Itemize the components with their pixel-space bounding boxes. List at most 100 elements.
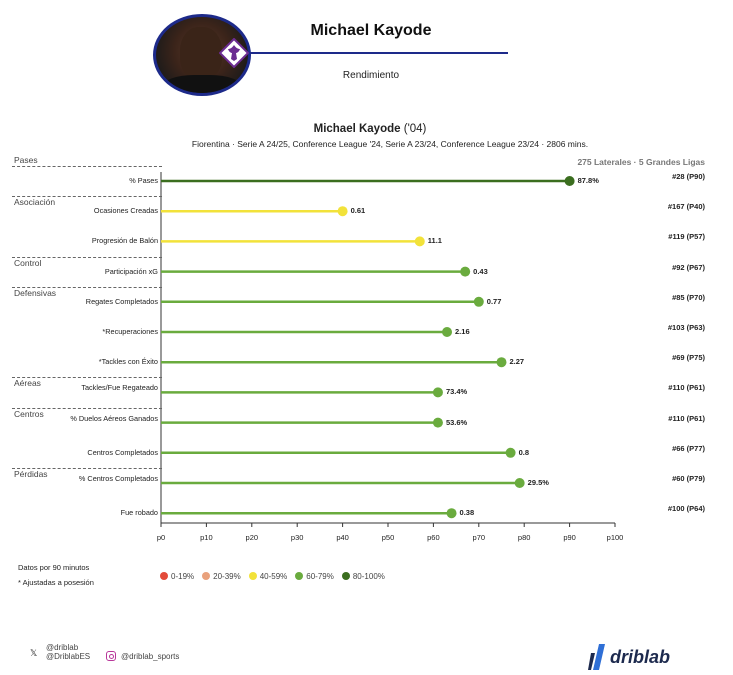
- metric-point: [432, 387, 443, 398]
- category-divider: [12, 377, 162, 379]
- metric-label: *Tackles con Éxito: [98, 357, 158, 367]
- legend-label: 20-39%: [213, 571, 241, 581]
- metric-point: [337, 206, 348, 217]
- brand-name: driblab: [610, 647, 671, 667]
- chart-legend: 0-19% 20-39% 40-59% 60-79% 80-100%: [160, 567, 393, 581]
- metric-point: [473, 296, 484, 307]
- metric-point: [505, 447, 516, 458]
- metric-rank: #167 (P40): [667, 202, 705, 212]
- category-label: Centros: [14, 408, 44, 419]
- instagram-icon[interactable]: [106, 651, 116, 661]
- x-tick-label: p90: [563, 533, 576, 542]
- category-label: Control: [14, 257, 42, 268]
- x-handle-1[interactable]: @driblab: [46, 643, 79, 652]
- metric-value: 29.5%: [527, 478, 549, 487]
- metric-point: [432, 417, 443, 428]
- legend-swatch: [248, 572, 257, 580]
- x-tick-label: p10: [200, 533, 213, 542]
- x-logo-icon[interactable]: 𝕏: [30, 648, 38, 658]
- player-name: Michael Kayode: [310, 22, 432, 39]
- x-tick-label: p50: [381, 533, 395, 542]
- legend-item: 60-79%: [295, 572, 334, 581]
- metric-point: [514, 478, 525, 488]
- metric-value: 0.77: [486, 296, 502, 306]
- metric-rank: #100 (P64): [667, 504, 705, 514]
- metric-rank: #85 (P70): [672, 292, 705, 302]
- category-divider: [12, 286, 162, 288]
- category-divider: [12, 256, 162, 258]
- metric-point: [414, 236, 425, 247]
- x-tick-label: p70: [472, 533, 486, 542]
- metric-rank: #103 (P63): [667, 323, 705, 332]
- metric-label: Centros Completados: [87, 447, 158, 457]
- metric-value: 0.61: [350, 206, 366, 216]
- category-label: Pases: [14, 155, 38, 165]
- legend-label: 60-79%: [306, 571, 334, 581]
- note-per90: Datos por 90 minutos: [18, 563, 90, 572]
- metric-label: Regates Completados: [85, 296, 158, 306]
- category-label: Pérdidas: [14, 469, 48, 479]
- chart-title-year: ('04): [403, 123, 427, 135]
- metric-value: 87.8%: [577, 176, 599, 185]
- category-divider: [12, 407, 162, 409]
- legend-label: 40-59%: [259, 571, 288, 581]
- category-label: Aéreas: [14, 378, 41, 389]
- header-divider: [250, 52, 508, 54]
- metric-value: 2.16: [455, 327, 470, 336]
- chart-svg: [160, 172, 616, 527]
- x-tick-label: p0: [156, 533, 166, 542]
- metric-point: [496, 357, 507, 368]
- metric-value: 73.4%: [445, 387, 468, 397]
- metric-rank: #28 (P90): [672, 172, 705, 181]
- fiorentina-badge-icon: [219, 38, 249, 68]
- legend-swatch: [202, 572, 211, 580]
- legend-swatch: [160, 572, 168, 580]
- metric-rank: #110 (P61): [668, 383, 705, 393]
- legend-label: 80-100%: [352, 571, 385, 581]
- chart-title: Michael Kayode ('04): [180, 123, 560, 135]
- legend-item: 20-39%: [202, 572, 241, 581]
- category-divider: [12, 166, 162, 167]
- page-subtitle: Rendimiento: [342, 70, 400, 81]
- note-adjusted: * Ajustadas a posesión: [18, 578, 94, 587]
- metric-label: % Duelos Aéreos Ganados: [70, 413, 158, 423]
- comparison-group: 275 Laterales · 5 Grandes Ligas: [577, 157, 705, 167]
- metric-label: Participación xG: [104, 266, 158, 276]
- legend-item: 80-100%: [341, 571, 385, 581]
- legend-item: 40-59%: [248, 571, 288, 581]
- x-tick-label: p30: [290, 533, 304, 542]
- category-label: Asociación: [14, 197, 56, 208]
- metric-point: [564, 176, 575, 186]
- chart-title-name: Michael Kayode: [313, 123, 401, 135]
- metric-rank: #66 (P77): [672, 443, 705, 453]
- metric-rank: #92 (P67): [672, 262, 705, 272]
- metric-value: 0.38: [459, 508, 475, 518]
- metric-value: 0.8: [518, 447, 530, 457]
- driblab-mark-icon: [588, 644, 605, 670]
- metric-value: 0.43: [473, 266, 488, 276]
- x-tick-label: p20: [245, 533, 259, 542]
- instagram-handle[interactable]: @driblab_sports: [121, 652, 180, 661]
- metric-point: [460, 266, 471, 277]
- metric-rank: #119 (P57): [668, 232, 705, 242]
- chart-subtitle: Fiorentina · Serie A 24/25, Conference L…: [191, 139, 589, 149]
- metric-label: Fue robado: [120, 508, 158, 518]
- metric-value: 53.6%: [445, 417, 468, 427]
- metric-label: *Recuperaciones: [102, 327, 158, 336]
- metric-rank: #69 (P75): [672, 353, 705, 363]
- metric-rank: #110 (P61): [668, 413, 705, 423]
- x-tick-label: p100: [606, 533, 624, 542]
- metric-rank: #60 (P79): [672, 474, 705, 483]
- x-handles[interactable]: @driblab @DriblabES: [46, 643, 90, 661]
- legend-item: 0-19%: [160, 572, 194, 581]
- x-tick-label: p40: [336, 533, 349, 542]
- x-tick-label: p60: [427, 533, 440, 542]
- metric-point: [442, 327, 453, 337]
- legend-swatch: [295, 572, 304, 580]
- metric-label: Tackles/Fue Regateado: [81, 383, 158, 393]
- x-handle-2[interactable]: @DriblabES: [46, 652, 91, 661]
- metric-label: Progresión de Balón: [91, 236, 158, 246]
- metric-value: 2.27: [509, 357, 525, 367]
- metric-point: [446, 508, 457, 519]
- legend-swatch: [341, 572, 350, 580]
